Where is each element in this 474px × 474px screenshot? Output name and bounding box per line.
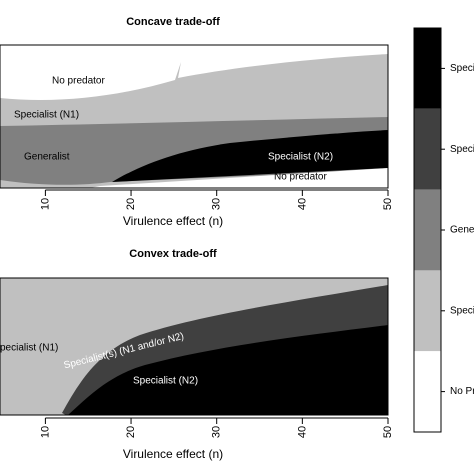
region-label: Generalist — [24, 152, 70, 163]
x-tick-label: 20 — [125, 426, 137, 438]
legend-swatch — [414, 28, 441, 109]
legend-swatch — [414, 351, 441, 432]
panel-title: Concave trade-off — [126, 16, 220, 28]
x-tick-label: 50 — [382, 198, 394, 210]
legend-swatch — [414, 108, 441, 190]
x-tick-label: 40 — [296, 426, 308, 438]
region-label: Specialist (N2) — [268, 152, 333, 163]
legend-label: Gener — [450, 225, 474, 236]
region-label: Specialist (N2) — [133, 376, 198, 387]
x-axis-label: Virulence effect (n) — [123, 214, 223, 228]
legend-swatch — [414, 270, 441, 352]
x-tick-label: 40 — [296, 198, 308, 210]
region-label: Specialist (N1) — [14, 110, 79, 121]
legend-swatch — [414, 189, 441, 271]
x-tick-label: 20 — [125, 198, 137, 210]
legend-label: Speci — [450, 305, 474, 316]
region-label: pecialist (N1) — [0, 343, 58, 354]
top-regions: No predator Specialist (N1) Generalist S… — [0, 44, 389, 189]
region-label: No predator — [274, 172, 327, 183]
legend-frame — [413, 27, 442, 433]
bottom-regions: pecialist (N1) Specialist(s) (N1 and/or … — [0, 277, 389, 416]
x-tick-label: 10 — [39, 426, 51, 438]
legend-label: No Pr — [450, 386, 474, 397]
panel-title: Convex trade-off — [129, 248, 217, 260]
x-tick-label: 50 — [382, 426, 394, 438]
x-tick-label: 30 — [211, 198, 223, 210]
legend-label: Speci — [450, 144, 474, 155]
x-axis-label: Virulence effect (n) — [123, 447, 223, 461]
x-tick-label: 10 — [39, 198, 51, 210]
region-label: No predator — [52, 76, 105, 87]
legend-label: Speciali — [450, 63, 474, 74]
x-tick-label: 30 — [211, 426, 223, 438]
